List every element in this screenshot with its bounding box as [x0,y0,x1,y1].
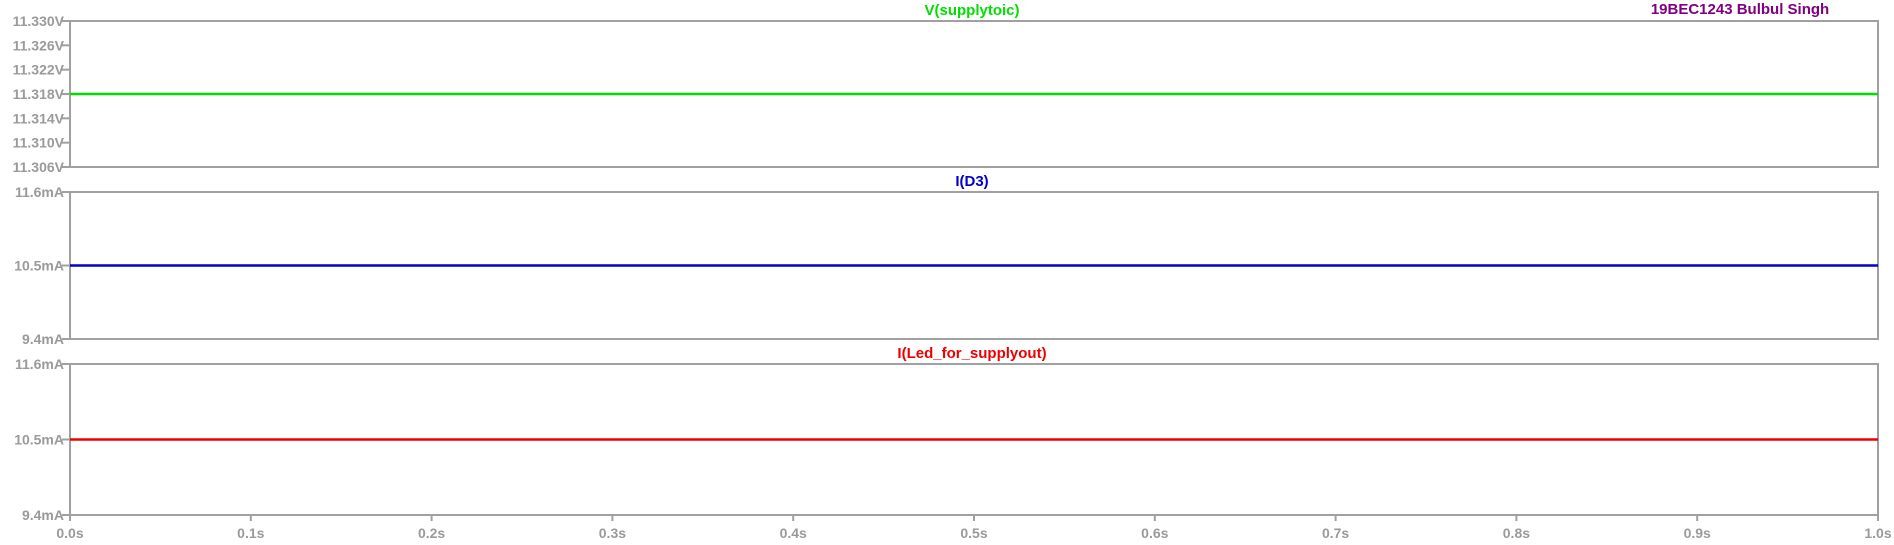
x-tick-label-0: 0.0s [56,525,83,541]
y-tick-label-3-2: 9.4mA [22,507,64,523]
x-tick-label-5: 0.5s [960,525,987,541]
x-tick-label-7: 0.7s [1322,525,1349,541]
x-tick-label-3: 0.3s [599,525,626,541]
series-title-2: I(D3) [955,173,988,190]
x-tick-label-6: 0.6s [1141,525,1168,541]
annotation-label: 19BEC1243 Bulbul Singh [1651,1,1829,18]
x-tick-label-2: 0.2s [418,525,445,541]
series-title-1: V(supplytoic) [924,2,1019,19]
y-tick-label-1-4: 11.314V [13,110,65,126]
y-tick-label-3-0: 11.6mA [15,356,64,372]
y-tick-label-1-5: 11.310V [13,135,65,151]
x-tick-label-1: 0.1s [237,525,264,541]
y-tick-label-2-0: 11.6mA [15,184,64,200]
y-tick-label-1-6: 11.306V [13,159,65,175]
x-tick-label-4: 0.4s [780,525,807,541]
x-tick-label-10: 1.0s [1864,525,1891,541]
y-tick-label-1-0: 11.330V [13,13,65,29]
y-tick-label-1-1: 11.326V [13,37,65,53]
series-title-3: I(Led_for_supplyout) [897,345,1046,362]
x-tick-label-8: 0.8s [1503,525,1530,541]
y-tick-label-3-1: 10.5mA [14,432,64,448]
y-tick-label-1-3: 11.318V [13,86,65,102]
x-tick-label-9: 0.9s [1684,525,1711,541]
y-tick-label-1-2: 11.322V [13,62,65,78]
y-tick-label-2-1: 10.5mA [14,258,64,274]
y-tick-label-2-2: 9.4mA [22,331,64,347]
